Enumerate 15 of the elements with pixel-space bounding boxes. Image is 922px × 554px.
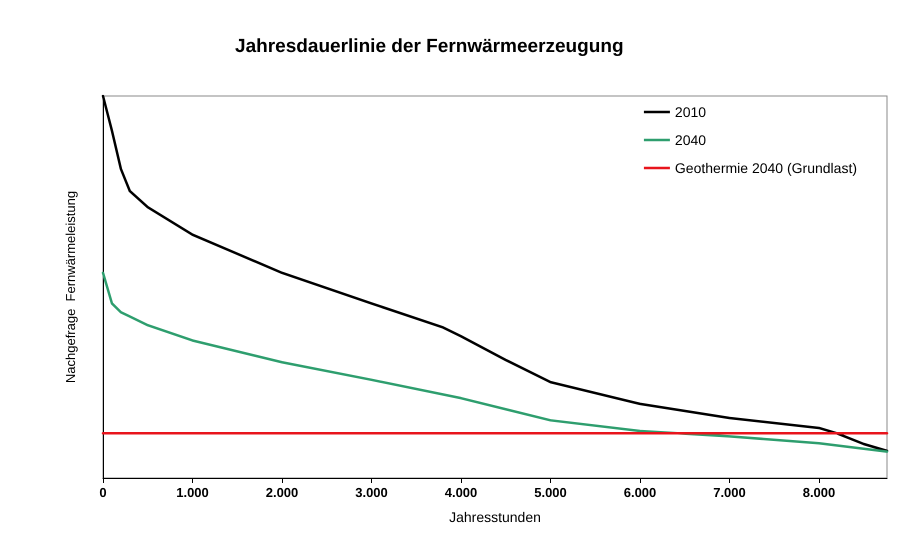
x-tick-label: 1.000 (176, 485, 209, 500)
y-axis-title: Nachgefrage Fernwärmeleistung (63, 190, 78, 384)
x-tick-label: 5.000 (534, 485, 567, 500)
legend-label: 2040 (674, 132, 706, 148)
legend-label: Geothermie 2040 (Grundlast) (674, 160, 858, 176)
x-tick-label: 4.000 (444, 485, 478, 500)
chart-title: Jahresdauerlinie der Fernwärmeerzeugung (235, 36, 624, 57)
x-tick-label: 7.000 (713, 485, 746, 500)
x-tick-label: 0 (99, 485, 107, 500)
x-tick-label: 6.000 (624, 485, 656, 500)
x-axis-title: Jahresstunden (449, 509, 541, 525)
x-tick-label: 8.000 (802, 485, 836, 500)
x-tick-label: 2.000 (266, 485, 298, 500)
legend-label: 2010 (674, 104, 706, 120)
x-tick-label: 3.000 (355, 485, 388, 500)
